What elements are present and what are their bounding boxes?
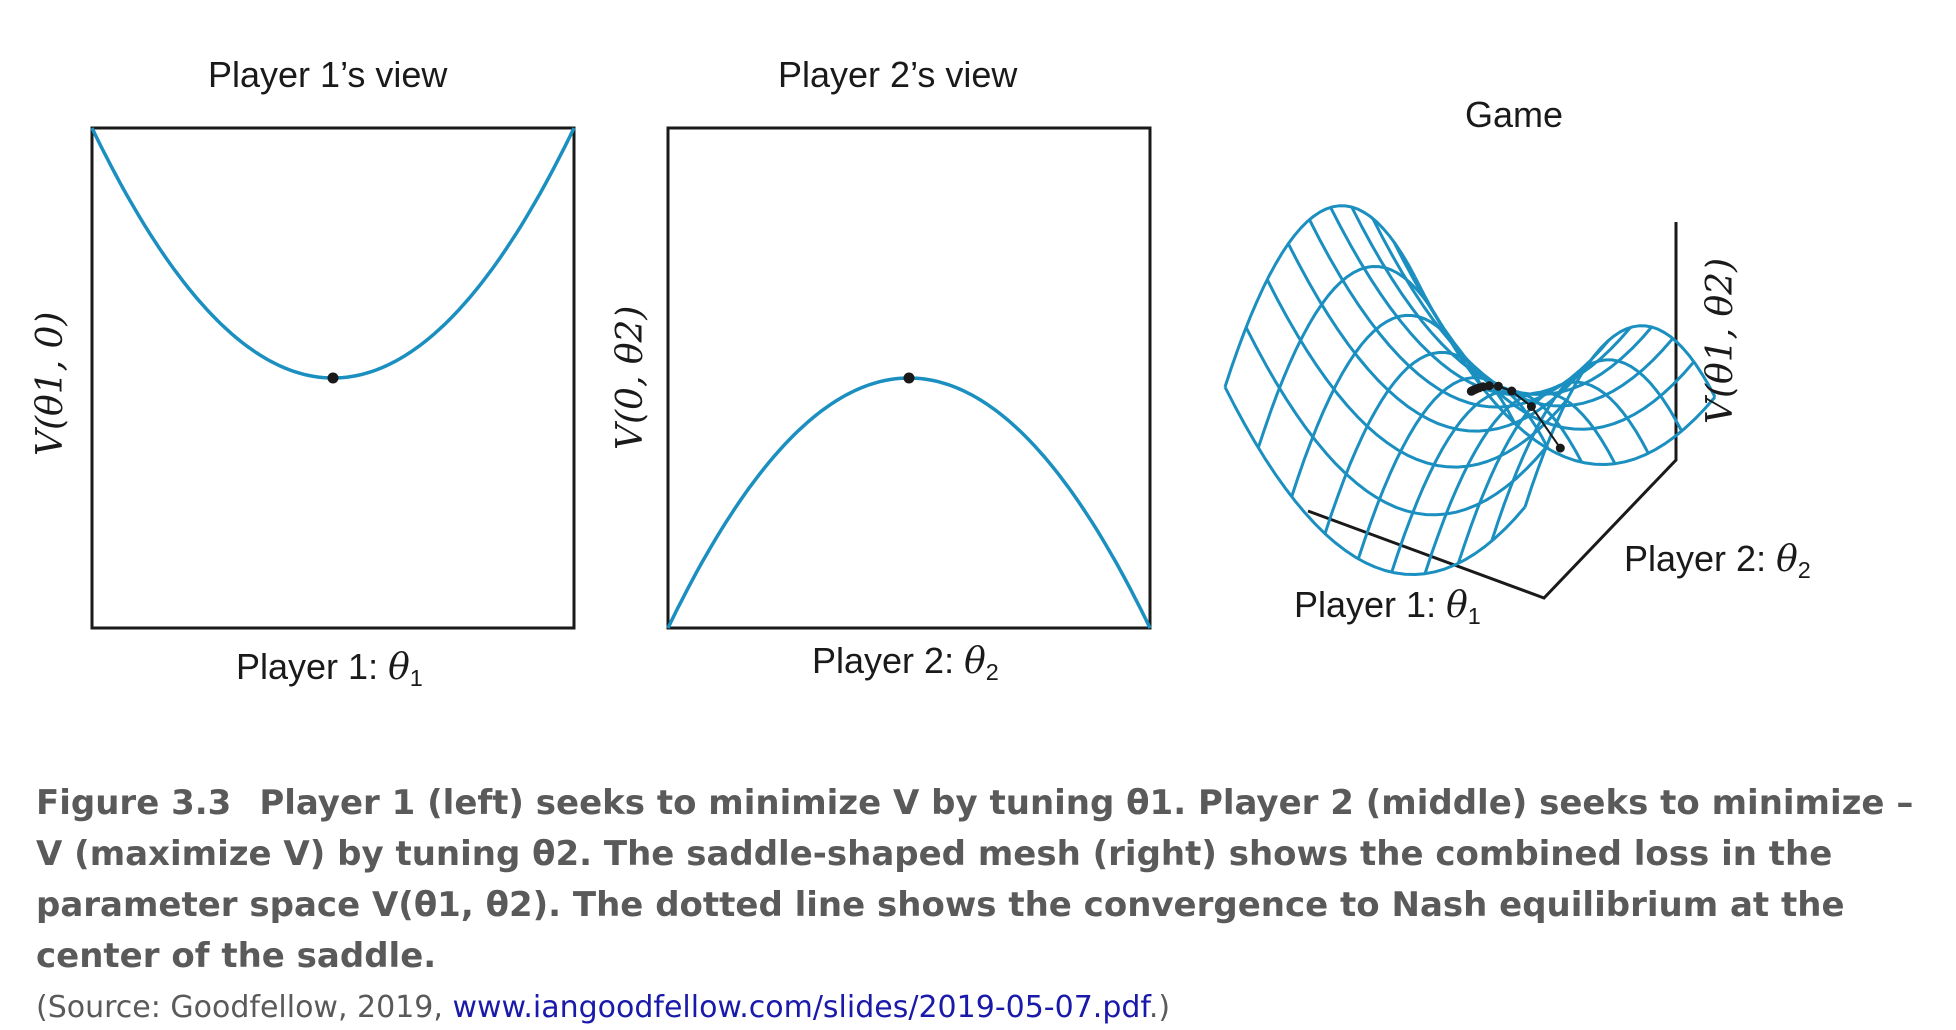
panel3-zlabel: V(θ1, θ2): [1700, 257, 1741, 424]
panel2-frame: [666, 126, 1152, 630]
panel2-title: Player 2’s view: [778, 54, 1018, 95]
mesh-line-v: [1413, 276, 1717, 466]
panel3-ylabel-sub: 2: [1797, 557, 1811, 584]
mesh-line-v: [1265, 278, 1569, 469]
source-link[interactable]: www.iangoodfellow.com/slides/2019-05-07.…: [452, 990, 1149, 1025]
figure-canvas: [90, 126, 1717, 630]
convergence-dot: [1526, 402, 1536, 411]
caption-label: Figure 3.3: [36, 783, 232, 823]
panel2-max-point: [903, 372, 915, 384]
panel3-ylabel: Player 2: θ2: [1624, 538, 1811, 584]
caption-text: Player 1 (left) seeks to minimize V by t…: [36, 783, 1914, 976]
panel1-xlabel-sub: 1: [409, 665, 423, 692]
panel1-min-point: [327, 372, 339, 384]
source-prefix: (Source: Goodfellow, 2019,: [36, 990, 453, 1025]
mesh-line-u: [1523, 324, 1717, 508]
panel1-title: Player 1’s view: [208, 54, 448, 95]
mesh-line-v: [1308, 218, 1611, 409]
mesh-line-v: [1286, 243, 1590, 433]
mesh-line-u: [1223, 204, 1417, 388]
convergence-dot: [1493, 381, 1503, 391]
panel3-xlabel-sub: 1: [1467, 603, 1481, 630]
panel1-xlabel-symbol: θ: [388, 647, 410, 688]
source-suffix: .): [1148, 990, 1171, 1025]
panel3-xlabel: Player 1: θ1: [1294, 584, 1481, 630]
panel1-curve: [90, 127, 576, 380]
panel2-curve: [666, 376, 1152, 629]
panel1-xlabel: Player 1: θ1: [236, 646, 423, 692]
mesh-line-v: [1392, 241, 1696, 431]
mesh-line-u: [1390, 389, 1584, 573]
mesh-line-v: [1371, 217, 1674, 408]
mesh-line-v: [1223, 386, 1527, 576]
panel2-ylabel: V(0, θ2): [610, 305, 651, 450]
mesh-line-v: [1350, 206, 1653, 396]
panel1-ylabel: V(θ1, 0): [30, 311, 71, 456]
mesh-line-v: [1244, 326, 1548, 517]
panel1-xlabel-text: Player 1:: [236, 646, 389, 687]
panel2-xlabel: Player 2: θ2: [812, 640, 999, 686]
panel3-ylabel-symbol: θ: [1776, 539, 1798, 580]
mesh-line-u: [1256, 265, 1450, 449]
panel2-xlabel-sub: 2: [985, 659, 999, 686]
panel3-title: Game: [1465, 94, 1564, 135]
panel3-ylabel-text: Player 2:: [1624, 538, 1777, 579]
convergence-dot: [1555, 443, 1565, 453]
panel3-xlabel-text: Player 1:: [1294, 584, 1447, 625]
mesh-line-u: [1456, 380, 1650, 564]
convergence-path: [1466, 381, 1565, 453]
caption-source: (Source: Goodfellow, 2019, www.iangoodfe…: [36, 986, 1926, 1030]
panel2-xlabel-symbol: θ: [964, 641, 986, 682]
panel2-xlabel-text: Player 2:: [812, 640, 965, 681]
panel3-xlabel-symbol: θ: [1446, 585, 1468, 626]
caption-main: Figure 3.3 Player 1 (left) seeks to minim…: [36, 778, 1926, 982]
convergence-dot: [1466, 386, 1476, 396]
figure-caption: Figure 3.3 Player 1 (left) seeks to minim…: [36, 778, 1926, 1030]
convergence-dot: [1507, 386, 1517, 396]
panel1-frame: [90, 126, 576, 630]
